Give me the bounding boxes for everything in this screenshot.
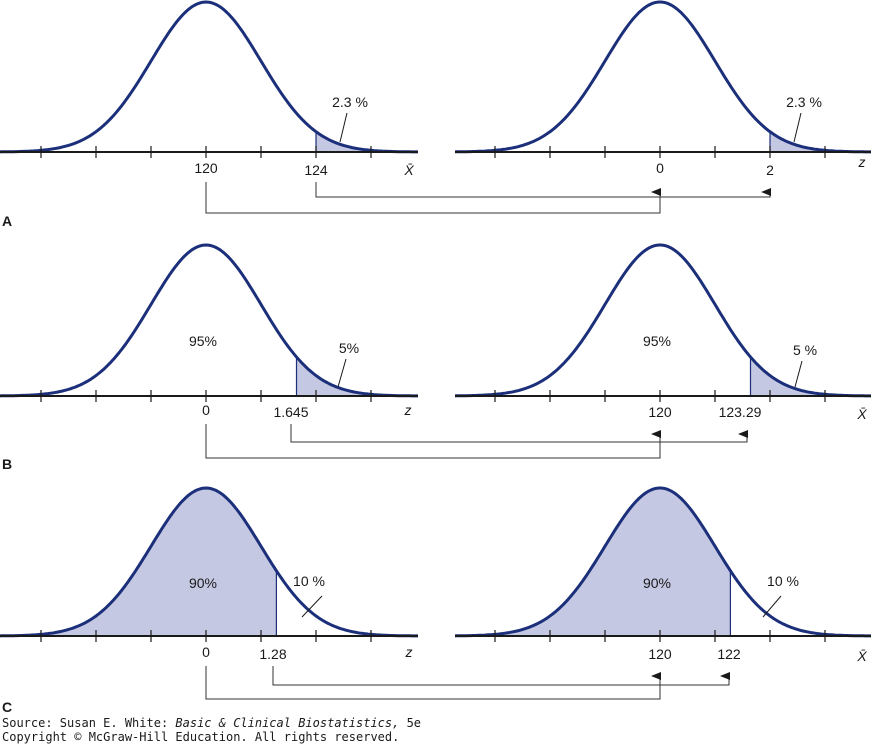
connector-cutoff (290, 424, 748, 443)
connector-center (205, 666, 661, 700)
connector-cutoff (315, 182, 771, 198)
cutoff-tick-label: 123.29 (719, 404, 762, 420)
inner-percent-label: 90% (643, 575, 671, 591)
source-line: Source: Susan E. White: Basic & Clinical… (2, 716, 421, 730)
panel-c-left-distribution: 0 1.28 z 90% 10 % (0, 486, 418, 662)
tail-percent-label: 2.3 % (332, 94, 368, 110)
cutoff-tick-label: 122 (717, 646, 741, 662)
panel-letter: A (2, 213, 12, 229)
tail-shaded-area (296, 357, 418, 396)
center-tick-label: 120 (648, 404, 672, 420)
connector-center (205, 424, 661, 459)
body-shaded-area (455, 488, 731, 636)
panel-c-right-distribution: 120 122 X̄ 90% 10 % (454, 486, 871, 664)
panel-letter: C (2, 699, 12, 715)
source-prefix: Source: Susan E. White: (2, 716, 176, 730)
axis-variable-label: z (858, 154, 866, 170)
panel-b-right-distribution: 120 123.29 X̄ 95% 5 % (454, 243, 871, 422)
axis-variable-label: z (405, 644, 413, 660)
tail-leader-line (339, 112, 348, 143)
source-book-title: Basic & Clinical Biostatistics, (175, 716, 400, 730)
axis-ticks (494, 630, 826, 642)
center-tick-label: 0 (202, 402, 210, 418)
tail-leader-line (337, 358, 347, 388)
normal-curve (454, 243, 871, 398)
normal-curve (0, 486, 418, 638)
tail-leader-line (301, 595, 323, 618)
panel-c: 0 1.28 z 90% 10 % 120 122 X̄ 90% 10 % C (0, 486, 871, 715)
inner-percent-label: 90% (189, 575, 217, 591)
panel-a: 120 124 X̄ 2.3 % 0 2 z 2.3 % A (0, 0, 871, 229)
tail-percent-label: 10 % (767, 573, 799, 589)
cutoff-tick-label: 2 (766, 162, 774, 178)
normal-curve (0, 243, 418, 398)
panel-a-left-distribution: 120 124 X̄ 2.3 % (0, 0, 418, 178)
tail-shaded-area (750, 357, 871, 396)
panel-b-left-distribution: 0 1.645 z 95% 5% (0, 243, 418, 420)
axis-ticks (40, 146, 372, 158)
axis-variable-label: X̄ (856, 648, 867, 664)
tail-percent-label: 5% (339, 340, 359, 356)
axis-ticks (494, 146, 826, 158)
source-caption: Source: Susan E. White: Basic & Clinical… (2, 716, 421, 744)
inner-percent-label: 95% (643, 333, 671, 349)
tail-percent-label: 5 % (793, 342, 817, 358)
panel-a-right-distribution: 0 2 z 2.3 % (454, 0, 871, 178)
source-edition: 5e (399, 716, 422, 730)
cutoff-tick-label: 1.645 (273, 404, 308, 420)
connector-center (205, 182, 661, 214)
axis-ticks (40, 390, 372, 402)
axis-ticks (40, 630, 372, 642)
tail-leader-line (762, 595, 782, 618)
inner-percent-label: 95% (189, 333, 217, 349)
axis-ticks (494, 390, 826, 402)
cutoff-tick-label: 1.28 (259, 646, 286, 662)
axis-variable-label: X̄ (403, 162, 414, 178)
cutoff-tick-label: 124 (304, 162, 328, 178)
axis-variable-label: X̄ (856, 406, 867, 422)
tail-percent-label: 2.3 % (786, 94, 822, 110)
panel-letter: B (2, 456, 12, 472)
tail-percent-label: 10 % (293, 573, 325, 589)
axis-variable-label: z (404, 402, 412, 418)
tail-leader-line (793, 112, 802, 143)
center-tick-label: 0 (656, 160, 664, 176)
center-tick-label: 120 (194, 160, 218, 176)
center-tick-label: 0 (202, 644, 210, 660)
normal-curve (454, 486, 871, 638)
tail-shaded-area (316, 131, 418, 152)
center-tick-label: 120 (648, 646, 672, 662)
normal-curve (0, 0, 418, 154)
panel-b: 0 1.645 z 95% 5% 120 123.29 X̄ 95% 5 % B (0, 243, 871, 472)
connector-cutoff (272, 666, 730, 686)
tail-leader-line (794, 360, 803, 388)
normal-curve (454, 0, 871, 154)
tail-shaded-area (770, 131, 871, 152)
body-shaded-area (0, 488, 277, 636)
copyright-line: Copyright © McGraw-Hill Education. All r… (2, 730, 400, 744)
